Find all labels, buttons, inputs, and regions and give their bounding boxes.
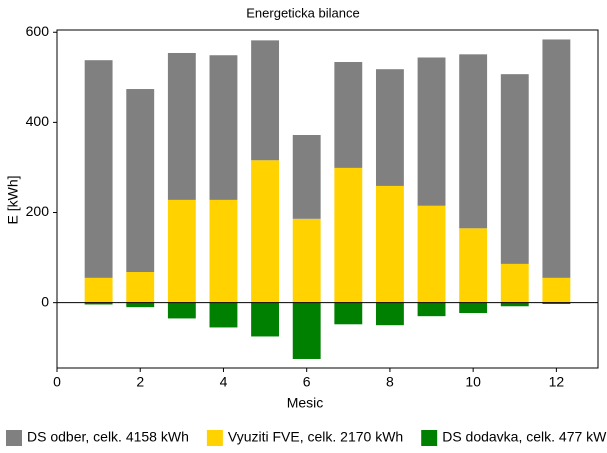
- y-tick-label: 400: [26, 113, 50, 129]
- bar: [84, 60, 113, 278]
- legend-swatch: [421, 430, 438, 446]
- x-tick-label: 2: [136, 374, 144, 390]
- bar: [167, 302, 196, 319]
- bar: [375, 302, 404, 326]
- bar: [209, 199, 238, 303]
- bar: [459, 302, 488, 314]
- x-tick-label: 6: [303, 374, 311, 390]
- bar: [126, 302, 155, 308]
- bar: [209, 55, 238, 200]
- bar: [459, 54, 488, 229]
- x-tick-label: 10: [465, 374, 481, 390]
- legend-swatch: [206, 430, 223, 446]
- bar: [334, 302, 363, 325]
- bar: [126, 89, 155, 273]
- bar: [417, 302, 446, 317]
- bar: [251, 40, 280, 161]
- bar: [459, 228, 488, 303]
- y-tick-label: 200: [26, 203, 50, 219]
- y-tick-label: 600: [26, 23, 50, 39]
- legend-label: DS dodavka, celk. 477 kWh: [442, 429, 607, 445]
- y-axis-label: E [kWh]: [5, 175, 21, 224]
- bar: [334, 167, 363, 303]
- bar: [251, 302, 280, 337]
- bar: [375, 69, 404, 186]
- x-tick-label: 12: [549, 374, 565, 390]
- plot-frame: [56, 29, 599, 369]
- bar: [542, 302, 571, 305]
- bar: [500, 263, 529, 303]
- bar: [542, 39, 571, 278]
- bar: [126, 272, 155, 303]
- bar: [500, 74, 529, 264]
- x-tick-label: 4: [220, 374, 228, 390]
- bar: [417, 205, 446, 303]
- bar: [375, 185, 404, 303]
- bar: [251, 160, 280, 303]
- legend-label: Vyuziti FVE, celk. 2170 kWh: [228, 429, 403, 445]
- y-tick-label: 0: [41, 293, 49, 309]
- legend-label: DS odber, celk. 4158 kWh: [27, 429, 189, 445]
- bar: [167, 52, 196, 200]
- bar: [542, 277, 571, 303]
- legend-swatch: [6, 430, 22, 446]
- x-tick-label: 0: [53, 374, 61, 390]
- bar: [209, 302, 238, 328]
- bar: [84, 302, 113, 305]
- bar: [417, 57, 446, 206]
- bar: [292, 135, 321, 219]
- bar: [84, 277, 113, 303]
- bar: [500, 302, 529, 307]
- bar: [292, 302, 321, 359]
- x-tick-label: 8: [386, 374, 394, 390]
- bar: [334, 61, 363, 168]
- x-axis-label: Mesic: [287, 395, 324, 411]
- bar: [167, 199, 196, 303]
- bar: [292, 218, 321, 303]
- chart-title: Energeticka bilance: [246, 5, 359, 20]
